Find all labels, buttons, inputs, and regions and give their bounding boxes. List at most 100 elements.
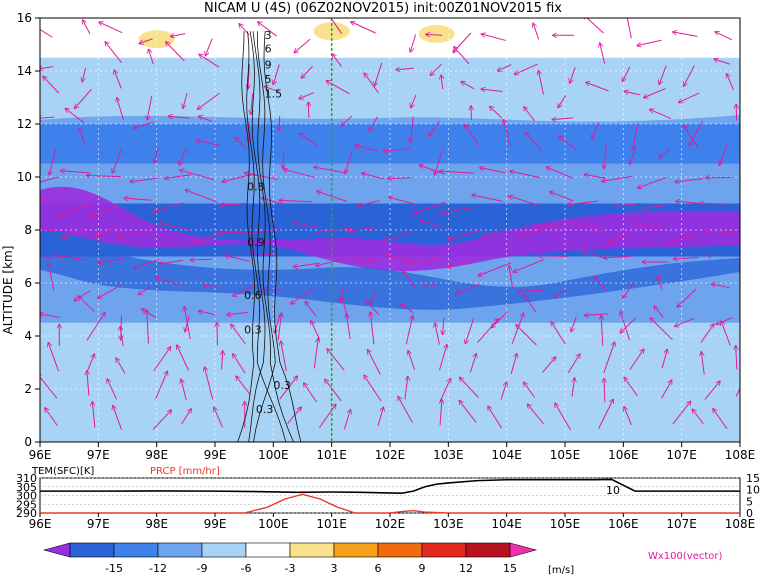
wind-vector: [524, 382, 536, 398]
wind-vector: [86, 354, 95, 373]
wind-vector: [448, 229, 480, 239]
wind-vector: [341, 115, 353, 126]
x-tick-label: 98E: [145, 448, 168, 462]
wind-vector: [225, 255, 250, 262]
wind-vector: [80, 129, 86, 146]
x-tick-label: 106E: [608, 448, 639, 462]
x-tick-label: 104E: [491, 448, 522, 462]
wind-vector: [311, 321, 321, 340]
wind-vector: [387, 178, 412, 179]
wind-vector: [181, 409, 191, 425]
wind-vector: [550, 192, 574, 202]
colorbar-segment: [201, 542, 247, 558]
wind-vector: [538, 70, 544, 95]
wind-vector: [113, 405, 123, 430]
wind-vector: [190, 259, 213, 260]
wind-vector: [133, 121, 154, 128]
positive-wind-patch-2: [418, 24, 455, 43]
colorbar-segment: [333, 542, 379, 558]
surface-x-tick-label: 103E: [433, 517, 464, 531]
wind-vector: [40, 314, 60, 319]
wind-vector: [624, 91, 641, 96]
wind-vector: [369, 116, 378, 131]
wind-vector: [198, 311, 216, 316]
wind-vector: [679, 92, 700, 102]
wind-vector: [370, 289, 377, 305]
wind-vector: [650, 318, 673, 341]
prcp-tick-label: 15: [746, 472, 760, 485]
wind-vector: [199, 54, 220, 68]
colorbar-level-label: -15: [105, 562, 123, 575]
wind-vector: [554, 289, 567, 297]
wind-vector: [586, 82, 609, 92]
wind-vector: [346, 313, 351, 340]
wind-vector: [736, 104, 737, 121]
wind-vector: [488, 406, 503, 429]
x-tick-label: 108E: [725, 448, 756, 462]
wind-vector: [584, 314, 609, 316]
wind-vector: [105, 42, 123, 64]
wind-vector: [525, 132, 542, 152]
wind-vector: [620, 311, 630, 341]
wind-vector: [602, 175, 633, 181]
wind-vector: [429, 120, 440, 136]
wind-vector: [65, 108, 85, 124]
prcp-tick-label: 0: [746, 507, 753, 520]
x-tick-label: 107E: [666, 448, 697, 462]
colorbar-segment: [245, 542, 291, 558]
y-tick-label: 12: [17, 117, 32, 131]
wind-vector: [567, 200, 599, 205]
wind-vector: [558, 136, 577, 150]
wind-vector: [318, 227, 349, 232]
wind-vector: [401, 304, 414, 314]
wind-vector: [153, 202, 184, 212]
wind-vector: [86, 176, 121, 177]
wind-vector: [538, 256, 568, 257]
wind-vector: [130, 177, 158, 181]
colorbar-level-label: -3: [285, 562, 296, 575]
wind-vector: [509, 266, 513, 288]
wind-vector: [313, 338, 318, 369]
wind-vector: [471, 106, 472, 120]
wind-vector: [500, 382, 507, 400]
wind-vector: [623, 283, 634, 299]
wind-vector: [637, 176, 668, 188]
contour-line: [263, 31, 302, 442]
wind-vector: [592, 122, 599, 139]
contour-line: [246, 31, 287, 442]
wind-vector: [516, 325, 537, 346]
wind-vector: [533, 23, 540, 40]
wind-vector: [503, 119, 511, 147]
x-tick-label: 99E: [204, 448, 227, 462]
wind-vector: [116, 358, 126, 374]
wind-vector: [305, 301, 317, 317]
colorbar-segment: [157, 542, 203, 558]
wind-vector: [673, 32, 698, 37]
wind-vector: [118, 229, 151, 237]
wind-vector: [355, 145, 378, 152]
wind-vector: [441, 75, 443, 90]
colorbar-segment: [289, 542, 335, 558]
surface-x-tick-label: 106E: [608, 517, 639, 531]
wind-vector: [721, 321, 731, 346]
wind-vector: [198, 116, 213, 123]
wind-vector: [700, 324, 714, 343]
wind-vector: [439, 171, 475, 173]
series-line-tem: [40, 478, 740, 495]
contour-label: 9: [265, 58, 272, 71]
wind-vector: [593, 276, 607, 292]
wind-vector: [424, 282, 440, 286]
wind-vector: [483, 228, 504, 236]
wind-vector: [231, 324, 246, 345]
y-tick-label: 6: [24, 276, 32, 290]
wind-vector: [624, 407, 632, 426]
wind-vector: [214, 407, 223, 428]
contour-label: 0.3: [256, 403, 273, 416]
wind-vector: [261, 198, 284, 205]
wind-vector: [340, 287, 344, 302]
wind-vector: [299, 92, 314, 99]
wind-vector: [279, 116, 280, 130]
wind-vector: [155, 371, 168, 400]
wind-vector: [508, 196, 540, 206]
wind-vector: [571, 378, 575, 397]
